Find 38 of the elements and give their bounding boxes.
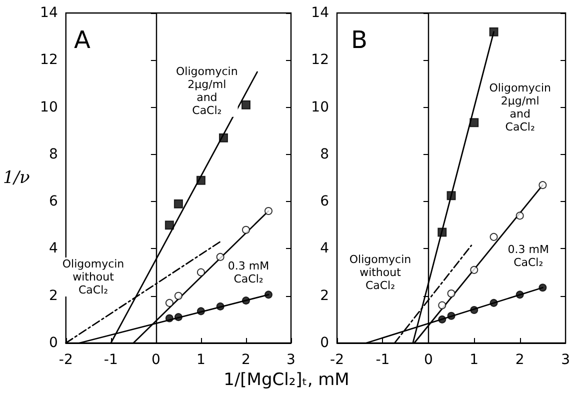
y-tick-label: 0 bbox=[320, 335, 329, 351]
y-tick-label: 14 bbox=[311, 5, 330, 21]
x-tick-label: -2 bbox=[330, 352, 344, 368]
y-tick-label: 12 bbox=[40, 52, 58, 68]
y-tick-label: 2 bbox=[320, 288, 329, 304]
annotation: Oligomycin 2μg/ml and CaCl₂ bbox=[176, 64, 238, 117]
annotation: Oligomycin without CaCl₂ bbox=[349, 252, 412, 292]
x-axis-title: 1/[MgCl₂]ₜ, mM bbox=[222, 370, 350, 390]
y-tick-label: 8 bbox=[320, 146, 329, 162]
x-tick-label: 1 bbox=[196, 352, 206, 368]
y-axis-title: 1/ν bbox=[2, 168, 30, 188]
x-tick-label: 2 bbox=[515, 352, 524, 368]
x-tick-label: 3 bbox=[561, 352, 570, 368]
y-tick-label: 2 bbox=[48, 288, 58, 304]
x-tick-label: -2 bbox=[58, 352, 73, 368]
y-tick-label: 4 bbox=[320, 240, 330, 257]
x-tick-label: 0 bbox=[424, 352, 433, 368]
x-tick-label: 1 bbox=[470, 352, 479, 368]
x-tick-label: -1 bbox=[104, 352, 118, 368]
x-tick-label: 0 bbox=[151, 352, 160, 368]
annotation: B bbox=[351, 26, 368, 54]
annotation: 0.3 mM CaCl₂ bbox=[508, 242, 549, 269]
y-tick-label: 10 bbox=[40, 99, 58, 116]
y-tick-label: 10 bbox=[311, 99, 329, 116]
x-tick-label: 2 bbox=[242, 352, 250, 368]
y-tick-label: 14 bbox=[40, 5, 58, 21]
annotation: A bbox=[74, 26, 91, 54]
y-tick-label: 12 bbox=[311, 52, 329, 68]
x-tick-label: -1 bbox=[376, 352, 390, 368]
y-tick-label: 4 bbox=[48, 240, 58, 257]
y-tick-label: 0 bbox=[48, 335, 58, 351]
x-tick-label: 3 bbox=[286, 352, 296, 368]
annotation: 0.3 mM CaCl₂ bbox=[228, 259, 270, 286]
annotation: Oligomycin without CaCl₂ bbox=[62, 258, 124, 296]
y-tick-label: 6 bbox=[320, 194, 330, 210]
annotation: Oligomycin 2μg/ml and CaCl₂ bbox=[489, 81, 551, 134]
y-tick-label: 8 bbox=[48, 146, 58, 162]
y-tick-label: 6 bbox=[48, 194, 58, 210]
